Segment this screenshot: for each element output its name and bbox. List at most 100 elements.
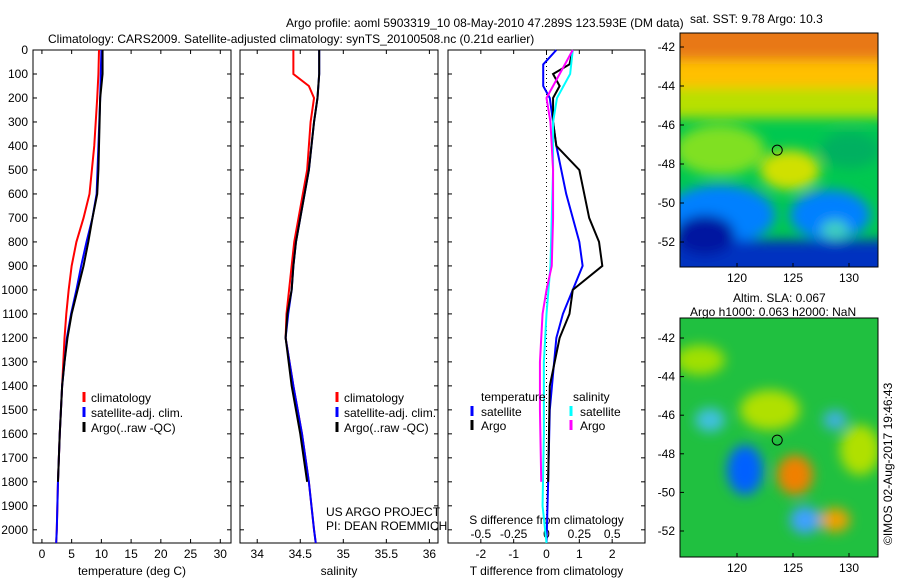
y-tick-label: 1300: [1, 355, 28, 369]
lon-tick-label: 130: [839, 561, 859, 575]
title-line1: Argo profile: aoml 5903319_10 08-May-201…: [286, 16, 684, 30]
x-tick-label: 1: [576, 547, 583, 561]
lon-tick-label: 130: [839, 271, 859, 285]
y-tick-label: 800: [8, 235, 28, 249]
sst-map: [680, 33, 878, 267]
sst-map-title: sat. SST: 9.78 Argo: 10.3: [690, 12, 823, 26]
y-tick-label: 700: [8, 211, 28, 225]
x-tick-label: -2: [475, 547, 486, 561]
series-line-argo: [284, 50, 321, 482]
plot-frame: [239, 49, 439, 544]
sla-map-title2: Argo h1000: 0.063 h2000: NaN: [690, 305, 856, 319]
y-tick-label: 100: [8, 67, 28, 81]
y-tick-label: 1200: [1, 331, 28, 345]
project-label: US ARGO PROJECT: [326, 505, 441, 519]
legend-label: climatology: [344, 391, 404, 405]
x2-tick-label: 0.5: [604, 527, 621, 541]
x2-tick-label: -0.25: [500, 527, 528, 541]
y-tick-label: 1700: [1, 451, 28, 465]
lat-tick-label: -48: [658, 157, 676, 171]
lon-tick-label: 120: [727, 271, 747, 285]
y-tick-label: 0: [21, 43, 28, 57]
sla-map-axes: -42 -44 -46 -48 -50 -52 120 125 130: [658, 331, 860, 575]
y-tick-label: 400: [8, 139, 28, 153]
x-tick-label: 5: [68, 547, 75, 561]
x-tick-label: 20: [154, 547, 168, 561]
sst-map-axes: -42 -44 -46 -48 -50 -52 120 125 130: [658, 40, 860, 285]
series-line-argo: [56, 50, 104, 482]
y-tick-label: 900: [8, 259, 28, 273]
x2-tick-label: 0.25: [568, 527, 592, 541]
x-axis-label: temperature (deg C): [78, 564, 186, 578]
y-tick-label: 200: [8, 91, 28, 105]
x-tick-label: 0: [543, 547, 550, 561]
lat-tick-label: -44: [658, 370, 676, 384]
series-line-s-argo: [538, 49, 574, 482]
y-tick-label: 2000: [1, 523, 28, 537]
argo-location-marker: [771, 144, 783, 156]
y-tick-label: 1100: [2, 307, 28, 321]
x-tick-label: 0: [39, 547, 46, 561]
x-tick-label: 34: [251, 547, 265, 561]
sla-map-frame: [679, 317, 879, 558]
x-tick-label: 35: [337, 547, 351, 561]
y-tick-label: 1400: [1, 379, 28, 393]
plot-frame: [32, 49, 232, 544]
series-line-s-satellite: [541, 49, 574, 544]
lon-tick-label: 125: [783, 271, 803, 285]
y-tick-label: 1900: [1, 499, 28, 513]
salinity-panel: 34 34.5 35 35.5 36 salinity climatologysatelli…: [239, 49, 439, 578]
legend-label: satellite: [481, 405, 522, 419]
x-axis-label: T difference from climatology: [470, 564, 624, 578]
sla-map-title1: Altim. SLA: 0.067: [733, 291, 826, 305]
series-line-satellite-adj.: [55, 49, 103, 544]
y-tick-label: 1600: [1, 427, 28, 441]
legend-label: satellite: [580, 405, 621, 419]
legend-label: satellite-adj. clim.: [91, 406, 183, 420]
legend-title: salinity: [573, 390, 610, 404]
y-tick-label: 1800: [1, 475, 28, 489]
x-tick-label: 34.5: [289, 547, 313, 561]
x-tick-label: 25: [184, 547, 198, 561]
sla-map: [680, 318, 878, 557]
x-tick-label: 10: [95, 547, 109, 561]
legend-label: Argo: [580, 419, 606, 433]
y-tick-label: 1000: [1, 283, 28, 297]
y-tick-label: 300: [8, 115, 28, 129]
legend-label: Argo(..raw -QC): [91, 421, 176, 435]
argo-location-marker: [771, 434, 783, 446]
lat-tick-label: -50: [658, 196, 676, 210]
lon-tick-label: 125: [783, 561, 803, 575]
title-line2: Climatology: CARS2009. Satellite-adjuste…: [48, 32, 534, 46]
x-tick-label: -1: [508, 547, 519, 561]
lon-tick-label: 120: [727, 561, 747, 575]
x-tick-label: 30: [214, 547, 228, 561]
x2-tick-label: -0.5: [470, 527, 491, 541]
y-tick-label: 500: [8, 163, 28, 177]
x-tick-label: 35.5: [375, 547, 399, 561]
x-tick-label: 15: [124, 547, 138, 561]
x-axis-label: salinity: [321, 564, 358, 578]
lat-tick-label: -52: [658, 524, 676, 538]
y-tick-label: 600: [8, 187, 28, 201]
x-tick-label: 2: [609, 547, 616, 561]
sst-map-frame: [679, 32, 879, 268]
legend-label: Argo(..raw -QC): [344, 421, 429, 435]
lat-tick-label: -52: [658, 235, 676, 249]
lat-tick-label: -42: [658, 40, 676, 54]
temperature-panel: 0100200300400500600700800900100011001200…: [1, 43, 232, 578]
lat-tick-label: -48: [658, 447, 676, 461]
credit: ©IMOS 02-Aug-2017 19:46:43: [881, 382, 895, 545]
legend-title: temperature: [481, 390, 546, 404]
x-tick-label: 36: [423, 547, 437, 561]
series-line-climatology: [55, 49, 100, 544]
legend-label: satellite-adj. clim.: [344, 406, 436, 420]
lat-tick-label: -44: [658, 79, 676, 93]
legend-label: Argo: [481, 419, 507, 433]
lat-tick-label: -46: [658, 118, 676, 132]
plot-frame: [447, 49, 646, 544]
y-tick-label: 1500: [1, 403, 28, 417]
pi-label: PI: DEAN ROEMMICH: [326, 519, 447, 533]
lat-tick-label: -46: [658, 408, 676, 422]
